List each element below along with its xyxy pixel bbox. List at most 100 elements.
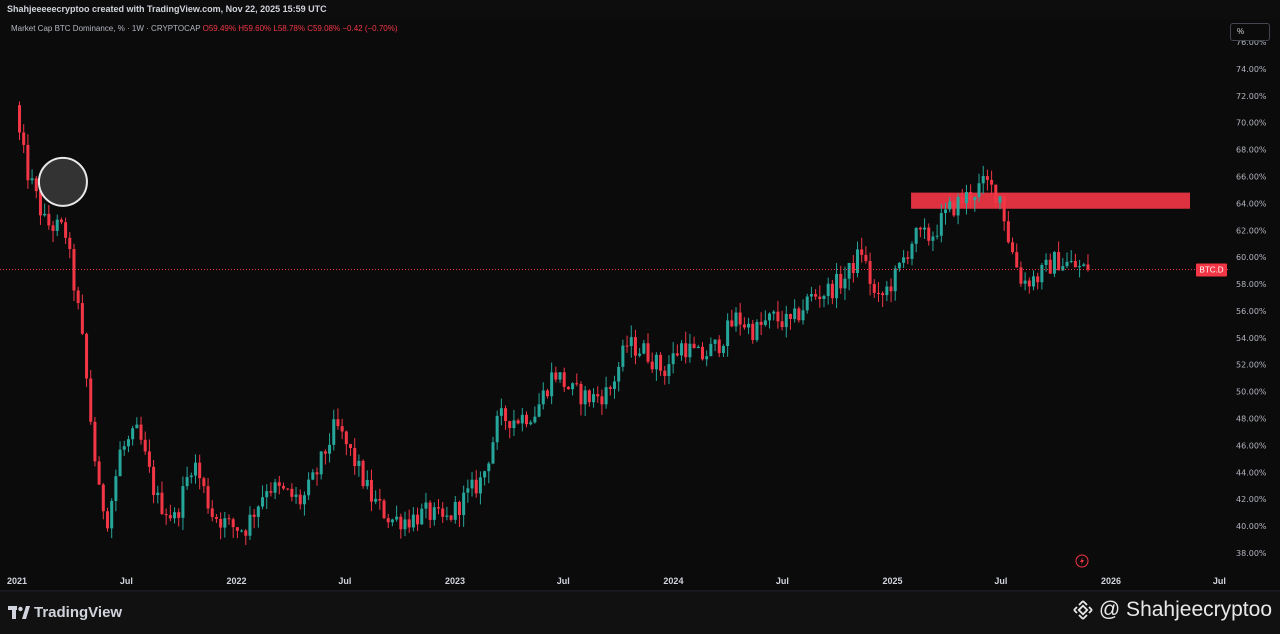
candle-body — [964, 192, 968, 204]
y-tick-label: 54.00% — [1236, 334, 1267, 343]
candle-body — [143, 439, 147, 452]
candle-body — [885, 286, 889, 296]
candle-body — [290, 488, 294, 497]
candle-body — [872, 283, 876, 293]
candle-body — [801, 310, 805, 321]
watermark-handle: @ Shahjeecryptoo — [1098, 598, 1272, 621]
candle-body — [981, 176, 985, 184]
candle-body — [378, 498, 382, 501]
candle-body — [751, 323, 755, 340]
candle-body — [612, 381, 617, 389]
candle-body — [294, 494, 298, 497]
candle-body — [797, 308, 801, 321]
candle-body — [122, 446, 126, 450]
chart-pane[interactable] — [0, 19, 1280, 591]
candle-body — [315, 472, 319, 475]
candle-body — [621, 345, 625, 367]
candle-body — [571, 383, 575, 390]
candle-body — [164, 513, 168, 516]
candle-body — [248, 514, 252, 536]
ohlc-open: O59.49% — [202, 24, 236, 33]
candle-body — [420, 508, 424, 525]
candle-body — [956, 197, 960, 216]
candle-body — [1086, 264, 1090, 270]
candle-body — [411, 514, 415, 528]
candle-body — [173, 512, 177, 519]
symbol-tag — [1196, 263, 1227, 277]
resistance-zone[interactable] — [911, 192, 1190, 209]
candle-body — [935, 235, 939, 237]
x-tick-label: 2023 — [445, 576, 465, 586]
candle-body — [923, 227, 927, 230]
candle-body — [876, 292, 880, 294]
candle-body — [512, 420, 516, 429]
candle-body — [856, 249, 860, 274]
candle-body — [550, 372, 554, 397]
candle-body — [365, 480, 369, 487]
percent-scale-button[interactable]: % — [1230, 23, 1270, 41]
candle-body — [487, 463, 491, 472]
candle-body — [382, 500, 386, 519]
candle-body — [374, 498, 378, 502]
candle-body — [600, 396, 604, 405]
candle-body — [1052, 252, 1056, 274]
candle-body — [353, 447, 357, 467]
candle-body — [349, 444, 353, 448]
candle-body — [22, 132, 26, 145]
candle-body — [742, 324, 746, 328]
candle-body — [261, 497, 265, 507]
candle-body — [499, 408, 503, 416]
candle-body — [160, 492, 164, 514]
candle-body — [437, 507, 441, 509]
candle-body — [738, 312, 742, 325]
candle-body — [428, 502, 432, 520]
candle-body — [89, 378, 93, 422]
candle-body — [784, 313, 788, 328]
candle-body — [646, 343, 650, 362]
price-axis[interactable] — [1228, 19, 1280, 591]
candle-body — [214, 516, 218, 519]
candle-body — [881, 293, 885, 296]
candle-body — [734, 312, 738, 327]
candle-body — [302, 495, 306, 505]
candle-body — [755, 321, 759, 340]
candle-body — [59, 219, 63, 223]
candle-body — [562, 372, 566, 387]
candle-body — [202, 478, 206, 487]
candle-body — [177, 512, 181, 518]
candle-body — [110, 500, 114, 529]
candle-body — [483, 471, 487, 478]
candle-body — [939, 213, 943, 236]
candle-body — [34, 178, 38, 192]
candle-body — [713, 339, 717, 344]
x-tick-label: 2025 — [883, 576, 903, 586]
candle-body — [608, 387, 612, 389]
candle-body — [1036, 276, 1040, 283]
candle-body — [977, 183, 981, 197]
candlestick-chart[interactable]: BTC.D59.08%1d 9h 76.00%74.00%72.00%70.00… — [0, 0, 1280, 592]
candle-body — [51, 225, 55, 231]
candle-body — [533, 416, 537, 423]
event-flash-icon[interactable] — [1075, 554, 1089, 568]
candle-body — [361, 460, 365, 487]
x-tick-label: Jul — [338, 576, 351, 586]
binance-icon — [1073, 600, 1093, 620]
candle-body — [210, 508, 214, 517]
highlight-circle[interactable] — [37, 156, 88, 207]
candle-body — [273, 482, 277, 493]
candle-body — [198, 462, 202, 479]
y-tick-label: 40.00% — [1236, 522, 1267, 531]
event-flash-glyph — [1080, 557, 1084, 565]
candle-body — [638, 353, 642, 356]
candle-body — [332, 419, 336, 445]
y-tick-label: 60.00% — [1236, 253, 1267, 262]
candle-body — [596, 394, 600, 397]
candle-body — [227, 518, 231, 520]
candle-body — [47, 213, 51, 226]
y-tick-label: 38.00% — [1236, 549, 1267, 558]
candle-body — [495, 415, 499, 443]
candle-body — [474, 479, 478, 494]
candle-body — [30, 178, 34, 181]
tradingview-logo[interactable]: TradingView — [8, 604, 122, 621]
candle-body — [193, 462, 197, 476]
